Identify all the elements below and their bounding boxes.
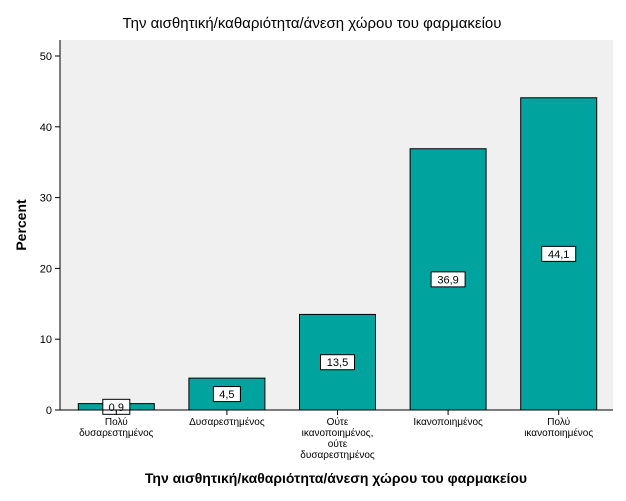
x-tick-label: Πολύ ικανοποιημένος xyxy=(524,416,593,439)
y-axis: 0 10 20 30 40 50 xyxy=(40,40,61,417)
x-tick-label-line: Ούτε xyxy=(327,416,349,428)
x-tick-label-line: Πολύ xyxy=(105,416,128,428)
data-label: 36,9 xyxy=(437,274,458,286)
data-label: 4,5 xyxy=(219,389,234,401)
x-tick-label-line: δυσαρεστημένος xyxy=(79,427,154,439)
data-label-box xyxy=(430,271,466,288)
y-tick-label: 30 xyxy=(40,193,52,205)
x-tick-label-line: Δυσαρεστημένος xyxy=(189,416,265,428)
bars-group: 0,9 4,5 13,5 36,9 44,1 xyxy=(77,97,598,415)
x-tick-label-line: ούτε xyxy=(328,438,348,450)
data-label-box xyxy=(212,386,241,403)
data-label-box xyxy=(320,354,355,371)
y-tick-label: 20 xyxy=(40,263,52,275)
x-tick-label-line: ικανοποιημένος, xyxy=(302,427,374,439)
data-label: 0,9 xyxy=(109,402,124,414)
y-tick-label: 50 xyxy=(40,51,52,63)
data-label-box xyxy=(541,245,577,262)
x-tick-label-line: δυσαρεστημένος xyxy=(300,449,375,461)
data-label: 44,1 xyxy=(548,249,569,261)
x-tick-label-line: ικανοποιημένος xyxy=(524,427,593,439)
x-tick-label: Ούτε ικανοποιημένος, ούτε δυσαρεστημένος xyxy=(300,416,375,461)
y-tick-label: 10 xyxy=(40,334,52,346)
x-tick-label: Ικανοποιημένος xyxy=(413,416,483,428)
y-tick-label: 40 xyxy=(40,122,52,134)
y-axis-label: Percent xyxy=(13,199,29,251)
x-axis-label: Την αισθητική/καθαριότητα/άνεση χώρου το… xyxy=(145,470,527,486)
y-tick-label: 0 xyxy=(46,405,52,417)
x-tick-label: Δυσαρεστημένος xyxy=(189,416,265,428)
chart-title: Την αισθητική/καθαριότητα/άνεση χώρου το… xyxy=(123,15,502,32)
x-tick-label-line: Πολύ xyxy=(547,416,570,428)
x-tick-label-line: Ικανοποιημένος xyxy=(413,416,483,428)
data-label: 13,5 xyxy=(327,357,348,369)
x-tick-label: Πολύ δυσαρεστημένος xyxy=(79,416,154,439)
